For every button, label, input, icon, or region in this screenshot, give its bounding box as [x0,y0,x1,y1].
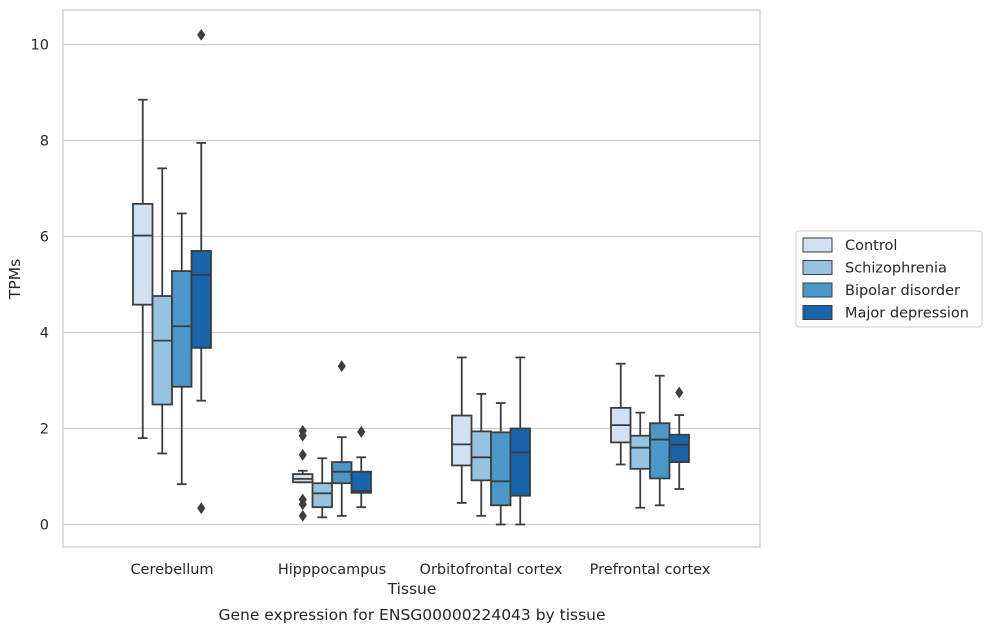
outlier-point [298,498,307,511]
y-axis-ticks: 0 2 4 6 8 10 [31,38,49,534]
box-iqr [470,430,492,482]
y-tick-label: 0 [40,518,49,534]
x-tick-label: Prefrontal cortex [590,562,711,578]
box-iqr [132,202,154,306]
x-axis-title: Tissue [387,580,437,598]
outlier-point [197,28,206,41]
box-groups [132,28,690,526]
box-major-depression [509,356,531,526]
box-bipolar-disorder [649,374,671,507]
y-axis-title: TPMs [6,259,24,300]
box-iqr [171,270,193,388]
plot-area-frame [62,9,761,548]
box-iqr [190,249,212,349]
box-iqr [490,431,512,507]
y-tick-label: 6 [40,230,49,246]
box-major-depression [668,386,690,490]
legend-swatch [802,282,833,298]
box-schizophrenia [311,457,333,519]
box-major-depression [350,425,372,509]
box-control [292,424,314,522]
outlier-point [298,448,307,461]
legend: Control Schizophrenia Bipolar disorder Majo… [795,230,983,328]
box-iqr [311,482,333,509]
x-axis-ticks: Cerebellum Hipppocampus Orbitofrontal cort… [130,562,710,578]
outlier-point [197,502,206,515]
outlier-point [337,360,346,373]
box-iqr [668,433,690,463]
box-iqr [629,434,651,470]
box-control [451,356,473,504]
box-control [610,362,632,466]
legend-label: Major depression [845,306,969,322]
legend-label: Schizophrenia [845,261,947,277]
x-tick-label: Cerebellum [130,562,213,578]
box-schizophrenia [470,393,492,517]
y-tick-label: 4 [40,326,49,342]
legend-swatch [802,305,833,320]
box-major-depression [190,28,212,515]
box-control [132,98,154,440]
legend-label: Control [845,238,897,254]
legend-swatch [802,260,833,275]
box-iqr [509,427,531,497]
box-iqr [350,470,372,494]
y-tick-label: 8 [40,134,49,150]
y-tick-label: 2 [40,422,49,438]
x-tick-label: Hipppocampus [278,562,386,578]
box-iqr [451,414,473,467]
outlier-point [298,429,307,442]
box-iqr [331,461,353,485]
outlier-point [298,509,307,522]
outlier-point [357,425,366,438]
box-iqr [151,295,173,406]
legend-swatch [802,237,833,253]
figure-caption: Gene expression for ENSG00000224043 by t… [218,606,606,624]
box-bipolar-disorder [331,360,353,517]
legend-frame [795,230,983,328]
x-tick-label: Orbitofrontal cortex [420,562,563,578]
box-iqr [649,422,671,480]
outlier-point [675,386,684,399]
legend-label: Bipolar disorder [845,283,960,299]
y-tick-label: 10 [31,38,49,54]
